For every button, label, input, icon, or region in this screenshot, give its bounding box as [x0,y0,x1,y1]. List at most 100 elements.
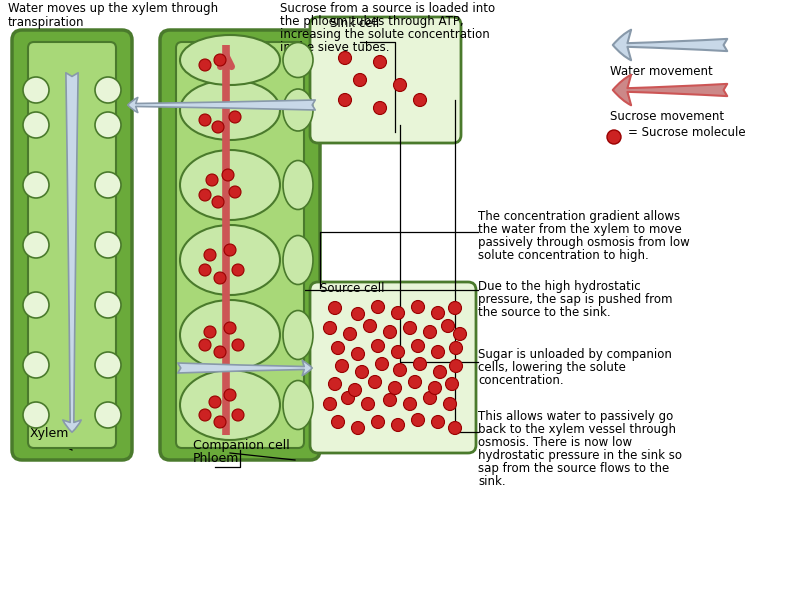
Circle shape [403,322,417,335]
Circle shape [375,358,389,370]
Ellipse shape [283,311,313,359]
Text: back to the xylem vessel through: back to the xylem vessel through [478,423,676,436]
Circle shape [323,322,337,335]
Circle shape [199,189,211,201]
Circle shape [371,415,385,428]
Circle shape [607,130,621,144]
Circle shape [335,359,349,373]
Text: Phloem: Phloem [193,452,239,465]
Circle shape [446,377,458,391]
Circle shape [199,264,211,276]
Circle shape [23,172,49,198]
Circle shape [391,307,405,319]
Circle shape [383,325,397,338]
Text: SInk cell: SInk cell [330,17,379,30]
Circle shape [323,397,337,410]
Circle shape [214,54,226,66]
Circle shape [363,319,377,332]
FancyBboxPatch shape [12,30,132,460]
Circle shape [95,172,121,198]
Text: concentration.: concentration. [478,374,564,387]
Circle shape [199,339,211,351]
Circle shape [23,292,49,318]
Text: sap from the source flows to the: sap from the source flows to the [478,462,670,475]
Circle shape [331,341,345,355]
Circle shape [212,121,224,133]
Circle shape [371,340,385,352]
Circle shape [389,382,402,395]
FancyBboxPatch shape [160,30,320,460]
Circle shape [338,94,351,107]
Circle shape [411,413,425,427]
Circle shape [374,55,386,68]
Text: the phloem tubes through ATP,: the phloem tubes through ATP, [280,15,464,28]
Circle shape [331,415,345,428]
Circle shape [95,352,121,378]
Circle shape [414,94,426,107]
Circle shape [351,307,365,320]
Text: = Sucrose molecule: = Sucrose molecule [628,127,746,139]
Circle shape [411,340,425,352]
FancyBboxPatch shape [310,17,461,143]
Text: Due to the high hydrostatic: Due to the high hydrostatic [478,280,641,293]
Text: passively through osmosis from low: passively through osmosis from low [478,236,690,249]
Ellipse shape [283,43,313,77]
Circle shape [214,416,226,428]
Circle shape [450,341,462,355]
Circle shape [199,59,211,71]
Circle shape [329,377,342,391]
Circle shape [449,301,462,314]
Circle shape [95,232,121,258]
Text: Water moves up the xylem through: Water moves up the xylem through [8,2,218,15]
Circle shape [394,79,406,91]
Text: cells, lowering the solute: cells, lowering the solute [478,361,626,374]
Ellipse shape [180,300,280,370]
Text: Water movement: Water movement [610,65,713,78]
Circle shape [414,358,426,370]
Circle shape [343,328,357,340]
Circle shape [329,301,342,314]
Circle shape [95,77,121,103]
Text: Companion cell: Companion cell [193,439,290,452]
Circle shape [434,365,446,379]
Ellipse shape [283,235,313,284]
Circle shape [431,307,445,319]
Circle shape [355,365,369,379]
Text: Sucrose from a source is loaded into: Sucrose from a source is loaded into [280,2,495,15]
Ellipse shape [180,150,280,220]
Circle shape [95,292,121,318]
Circle shape [371,301,385,313]
Circle shape [362,397,374,410]
Circle shape [442,319,454,332]
Text: increasing the solute concentration: increasing the solute concentration [280,28,490,41]
Circle shape [383,394,397,407]
Text: in the sieve tubes.: in the sieve tubes. [280,41,390,54]
Ellipse shape [180,370,280,440]
Circle shape [454,328,466,340]
Ellipse shape [283,380,313,430]
Text: This allows water to passively go: This allows water to passively go [478,410,674,423]
Circle shape [409,376,422,389]
Circle shape [232,264,244,276]
Circle shape [204,326,216,338]
Text: transpiration: transpiration [8,16,85,29]
Text: Source cell: Source cell [320,282,385,295]
FancyBboxPatch shape [310,282,476,453]
Circle shape [23,352,49,378]
Text: the water from the xylem to move: the water from the xylem to move [478,223,682,236]
Circle shape [224,389,236,401]
Circle shape [23,77,49,103]
Circle shape [431,346,445,358]
Circle shape [394,364,406,377]
Circle shape [423,391,437,404]
Circle shape [95,112,121,138]
Circle shape [338,52,351,64]
Circle shape [450,359,462,373]
Circle shape [449,421,462,434]
Text: Xylem: Xylem [30,427,70,440]
Text: osmosis. There is now low: osmosis. There is now low [478,436,632,449]
Circle shape [224,322,236,334]
FancyBboxPatch shape [28,42,116,448]
Circle shape [354,73,366,86]
FancyBboxPatch shape [176,42,304,448]
